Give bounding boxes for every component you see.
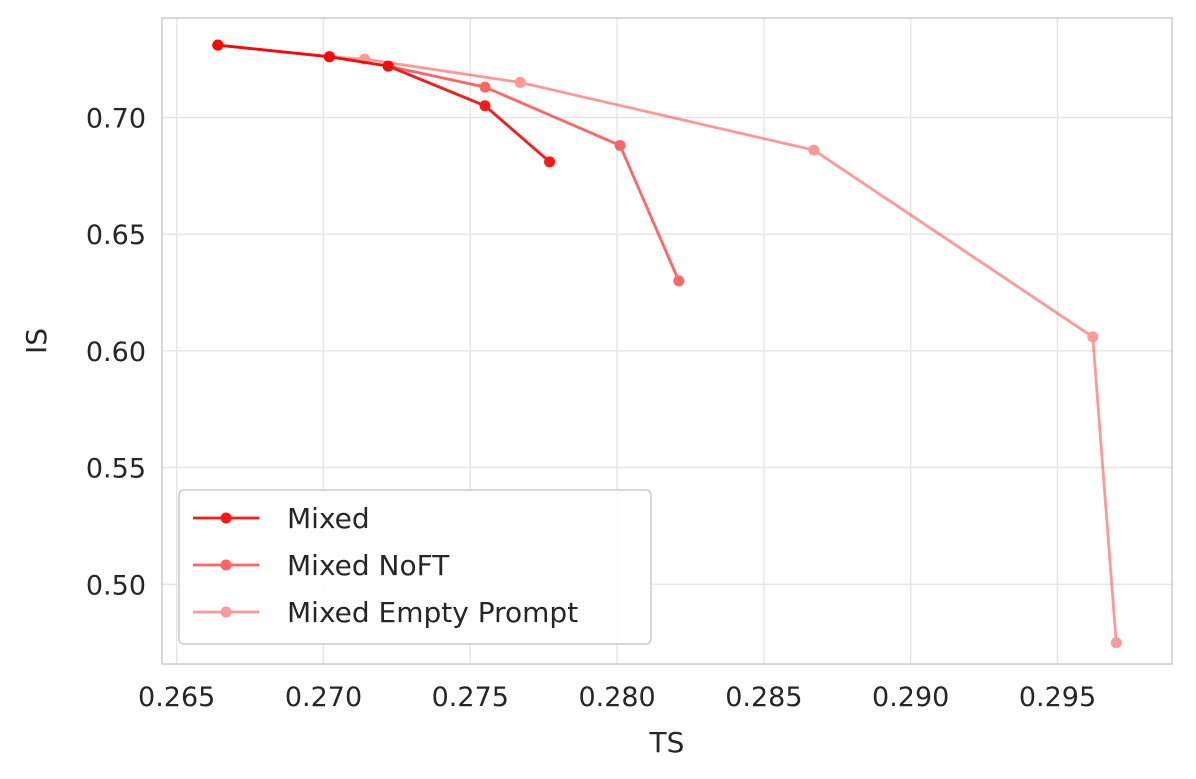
y-tick-label: 0.60 [86, 337, 146, 368]
data-point [479, 100, 491, 112]
x-tick-label: 0.275 [432, 682, 509, 713]
series-line [217, 43, 681, 282]
x-tick-label: 0.290 [872, 682, 949, 713]
plot-frame [161, 17, 1173, 665]
data-point [1087, 331, 1099, 343]
data-point [382, 60, 394, 72]
legend: Mixed Mixed NoFT Mixed Empty Prompt [178, 489, 652, 645]
data-point [673, 275, 685, 287]
x-axis-tick-labels: 0.265 0.270 0.275 0.280 0.285 0.290 0.295 [138, 682, 1096, 713]
data-point [1110, 637, 1122, 649]
y-tick-label: 0.55 [86, 454, 146, 485]
data-point [323, 51, 335, 63]
legend-marker [220, 606, 232, 618]
legend-label: Mixed Empty Prompt [287, 596, 578, 629]
data-point [544, 156, 556, 168]
legend-marker [220, 512, 232, 524]
data-point [479, 81, 491, 93]
data-point [514, 76, 526, 88]
y-tick-label: 0.65 [86, 220, 146, 251]
grid [162, 18, 1172, 664]
y-axis-tick-labels: 0.50 0.55 0.60 0.65 0.70 [86, 103, 146, 601]
legend-swatch [193, 512, 259, 524]
series-mixed-noft [212, 39, 685, 287]
legend-marker [220, 559, 232, 571]
legend-label: Mixed NoFT [287, 549, 450, 582]
series-mixed [212, 39, 556, 168]
y-tick-label: 0.70 [86, 103, 146, 134]
legend-box [178, 489, 652, 645]
x-tick-label: 0.270 [285, 682, 362, 713]
data-point [808, 144, 820, 156]
x-tick-label: 0.265 [138, 682, 215, 713]
data-point [614, 139, 626, 151]
x-axis-title: TS [649, 726, 685, 759]
x-tick-label: 0.280 [578, 682, 655, 713]
x-tick-label: 0.295 [1019, 682, 1096, 713]
y-tick-label: 0.50 [86, 570, 146, 601]
legend-swatch [193, 559, 259, 571]
legend-label: Mixed [287, 502, 370, 535]
x-tick-label: 0.285 [725, 682, 802, 713]
data-point [212, 39, 224, 51]
legend-swatch [193, 606, 259, 618]
y-axis-title: IS [20, 328, 53, 354]
series-layer [212, 39, 1122, 649]
